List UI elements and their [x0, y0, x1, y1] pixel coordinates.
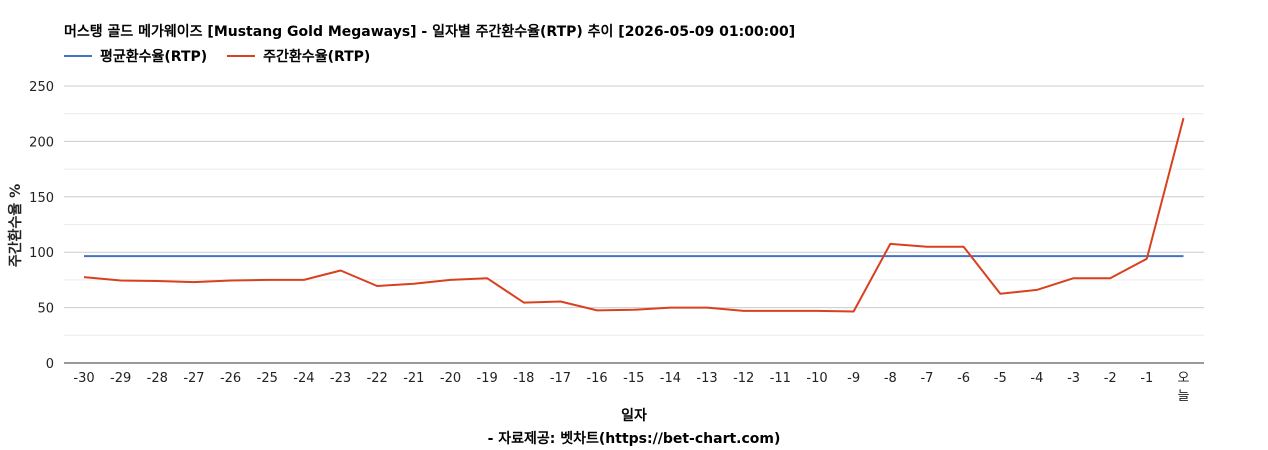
x-tick-label: -13 [696, 371, 717, 386]
y-tick-label: 100 [29, 246, 54, 261]
x-tick-label: -4 [1030, 371, 1043, 386]
x-tick-label: -2 [1104, 371, 1117, 386]
legend-label-average: 평균환수율(RTP) [100, 49, 208, 65]
legend-swatch-average [64, 55, 92, 57]
x-tick-label: -25 [257, 371, 278, 386]
x-tick-label: -10 [806, 371, 827, 386]
x-tick-label: -3 [1067, 371, 1080, 386]
y-tick-label: 200 [29, 135, 54, 150]
y-axis-title: 주간환수율 % [7, 184, 24, 267]
y-tick-label: 150 [29, 191, 54, 206]
x-axis-ticks: -30 -29 -28 -27 -26 -25 -24 -23 -22 -21 -20 -19 -18 -… [73, 371, 1189, 404]
x-tick-label: -20 [440, 371, 461, 386]
x-tick-label: -16 [586, 371, 607, 386]
source-credit: - 자료제공: 벳차트(https://bet-chart.com) [487, 431, 781, 447]
legend-swatch-weekly [227, 55, 256, 57]
legend-item-weekly[interactable]: 주간환수율(RTP) [227, 46, 370, 66]
y-axis-ticks: 0 50 100 150 200 250 [29, 80, 54, 372]
y-tick-label: 50 [37, 302, 54, 317]
series-lines [83, 117, 1185, 313]
x-tick-label: -27 [183, 371, 204, 386]
legend: 평균환수율(RTP) 주간환수율(RTP) [64, 46, 390, 66]
x-tick-label: -24 [293, 371, 314, 386]
x-tick-label: -8 [884, 371, 897, 386]
x-tick-label: -22 [367, 371, 388, 386]
x-tick-label: -14 [660, 371, 681, 386]
x-tick-label: -28 [147, 371, 168, 386]
x-tick-label: -5 [994, 371, 1007, 386]
x-tick-label: -15 [623, 371, 644, 386]
x-tick-label: -17 [550, 371, 571, 386]
x-tick-label: -18 [513, 371, 534, 386]
chart-title: 머스탱 골드 메가웨이즈 [Mustang Gold Megaways] - 일… [64, 24, 796, 40]
weekly-rtp-line [83, 117, 1185, 313]
x-tick-label: -30 [73, 371, 94, 386]
y-tick-label: 250 [29, 80, 54, 95]
x-axis-title: 일자 [621, 408, 647, 424]
x-tick-label: -7 [920, 371, 933, 386]
x-tick-label: -29 [110, 371, 131, 386]
x-tick-label: -1 [1140, 371, 1153, 386]
y-tick-label: 0 [46, 357, 54, 372]
x-tick-label: -26 [220, 371, 241, 386]
x-tick-label: -6 [957, 371, 970, 386]
x-tick-label: -19 [477, 371, 498, 386]
gridlines [64, 85, 1204, 336]
legend-item-average[interactable]: 평균환수율(RTP) [64, 46, 207, 66]
x-tick-label: -12 [733, 371, 754, 386]
x-tick-label: -23 [330, 371, 351, 386]
x-tick-label: -11 [770, 371, 791, 386]
x-tick-label: -9 [847, 371, 860, 386]
x-tick-label: -21 [403, 371, 424, 386]
legend-label-weekly: 주간환수율(RTP) [263, 49, 371, 65]
